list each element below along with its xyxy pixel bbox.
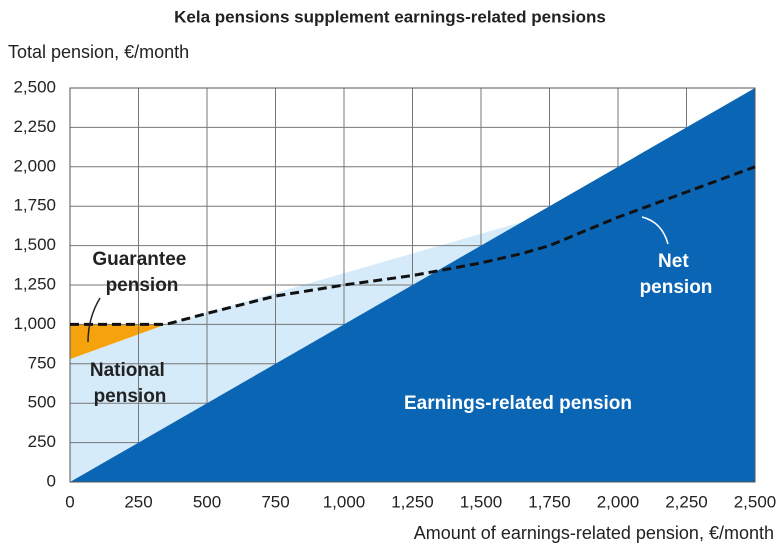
pointer — [641, 216, 669, 245]
x-tick-label: 1,000 — [323, 492, 366, 511]
label-line: Guarantee — [92, 249, 191, 270]
label-line: pension — [94, 386, 167, 407]
x-tick-label: 0 — [65, 492, 74, 511]
label-line: National — [90, 360, 170, 381]
y-tick-label: 750 — [28, 353, 56, 372]
y-tick-label: 0 — [47, 471, 56, 490]
x-tick-label: 1,250 — [391, 492, 434, 511]
label-line: pension — [640, 277, 713, 298]
y-tick-label: 1,500 — [13, 235, 56, 254]
area-label: Earnings-related pension — [404, 393, 632, 414]
pointer — [87, 297, 101, 343]
x-tick-label: 500 — [193, 492, 221, 511]
y-tick-label: 2,500 — [13, 77, 56, 96]
net-pension-line — [70, 165, 756, 326]
y-tick-label: 1,000 — [13, 314, 56, 333]
y-tick-label: 1,250 — [13, 274, 56, 293]
y-tick-label: 2,250 — [13, 117, 56, 136]
x-tick-label: 2,500 — [734, 492, 777, 511]
x-axis-title: Amount of earnings-related pension, €/mo… — [414, 523, 774, 543]
x-tick-label: 1,750 — [528, 492, 571, 511]
x-tick-label: 2,250 — [665, 492, 708, 511]
chart-title: Kela pensions supplement earnings-relate… — [174, 7, 606, 26]
y-axis-title: Total pension, €/month — [8, 42, 189, 62]
x-tick-label: 750 — [261, 492, 289, 511]
x-tick-label: 2,000 — [597, 492, 640, 511]
x-tick-label: 1,500 — [460, 492, 503, 511]
plot-border — [69, 87, 756, 483]
y-tick-label: 2,000 — [13, 156, 56, 175]
label-line: Net — [658, 251, 694, 272]
area-label: National pension — [90, 360, 170, 407]
y-tick-label: 1,750 — [13, 196, 56, 215]
label-line: pension — [106, 275, 179, 296]
x-tick-label: 250 — [124, 492, 152, 511]
area — [70, 88, 755, 482]
area-label: Net pension — [640, 251, 713, 298]
y-tick-label: 250 — [28, 432, 56, 451]
y-tick-label: 500 — [28, 393, 56, 412]
area-label: Guarantee pension — [92, 249, 191, 296]
